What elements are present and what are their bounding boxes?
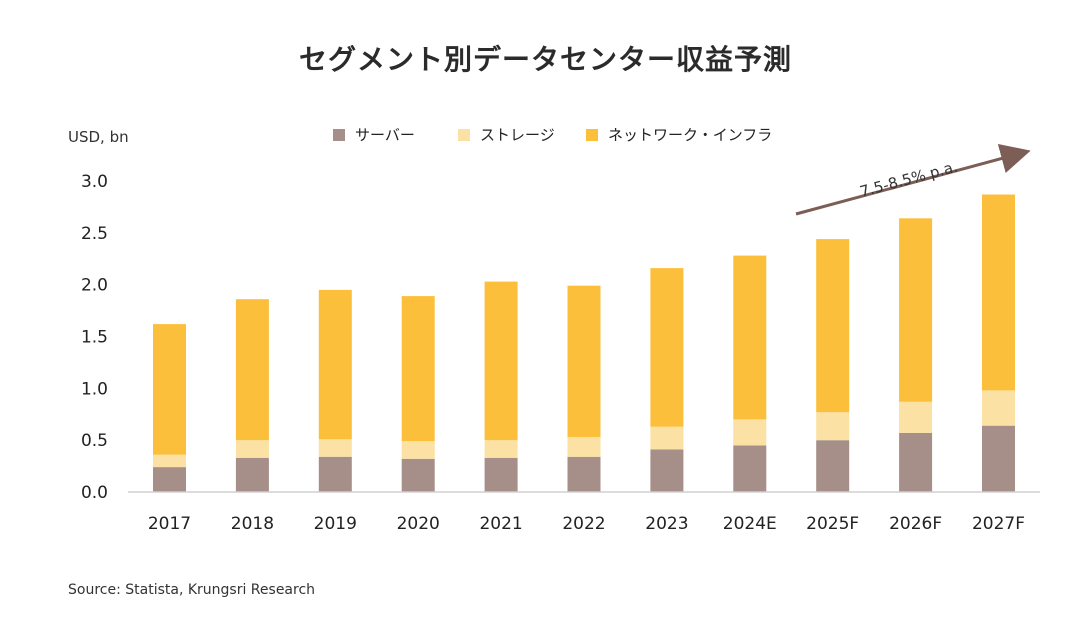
- bar-server-2027F: [982, 425, 1015, 492]
- x-tick-label: 2026F: [889, 514, 942, 534]
- bar-storage-2018: [235, 440, 269, 458]
- bar-storage-2027F: [982, 390, 1015, 426]
- y-tick-label: 0.5: [81, 431, 108, 451]
- bar-network-2024E: [733, 255, 767, 420]
- y-tick-label: 2.0: [81, 276, 108, 296]
- chart-title: セグメント別データセンター収益予測: [298, 43, 792, 76]
- bar-server-2019: [318, 456, 352, 492]
- bar-storage-2021: [484, 440, 518, 458]
- x-tick-label: 2024E: [723, 514, 777, 534]
- bar-network-2025F: [816, 239, 850, 413]
- growth-arrow: [795, 143, 1031, 216]
- bar-storage-2020: [401, 441, 435, 459]
- x-tick-label: 2025F: [806, 514, 859, 534]
- bar-network-2019: [318, 289, 352, 440]
- x-tick-label: 2022: [562, 514, 605, 534]
- legend-item-network: ネットワーク・インフラ: [586, 124, 772, 145]
- legend-swatch-server: [333, 128, 345, 141]
- bar-network-2023: [650, 268, 684, 427]
- x-tick-label: 2020: [397, 514, 440, 534]
- bar-server-2022: [567, 456, 601, 492]
- bar-storage-2017: [153, 454, 186, 468]
- bar-storage-2019: [318, 439, 352, 457]
- bar-network-2026F: [899, 218, 933, 402]
- source-note: Source: Statista, Krungsri Research: [68, 582, 316, 598]
- bar-storage-2023: [650, 426, 684, 450]
- x-tick-label: 2021: [479, 514, 522, 534]
- bar-server-2023: [650, 449, 684, 492]
- bar-network-2022: [567, 285, 601, 438]
- y-tick-label: 1.5: [81, 328, 108, 348]
- legend-label-server: サーバー: [355, 126, 415, 144]
- bar-storage-2025F: [816, 412, 850, 441]
- y-tick-label: 2.5: [81, 224, 108, 244]
- bar-network-2017: [153, 324, 186, 455]
- bar-network-2018: [235, 299, 269, 441]
- growth-annotation: 7.5-8.5% p.a.: [858, 157, 960, 200]
- y-tick-label: 3.0: [81, 172, 108, 192]
- bar-server-2018: [235, 457, 269, 492]
- bar-server-2021: [484, 457, 518, 492]
- x-tick-label: 2023: [645, 514, 688, 534]
- legend-label-network: ネットワーク・インフラ: [608, 126, 773, 144]
- bar-storage-2022: [567, 437, 601, 457]
- legend-item-storage: ストレージ: [458, 124, 555, 145]
- bar-storage-2026F: [899, 401, 933, 433]
- legend-swatch-network: [586, 128, 598, 141]
- legend-label-storage: ストレージ: [480, 126, 555, 144]
- y-axis-unit-label: USD, bn: [68, 128, 129, 146]
- legend: サーバー ストレージ ネットワーク・インフラ: [0, 124, 1091, 146]
- bar-storage-2024E: [733, 419, 767, 446]
- bar-network-2027F: [982, 194, 1015, 391]
- bar-server-2020: [401, 458, 435, 492]
- bar-server-2025F: [816, 440, 850, 492]
- y-tick-label: 0.0: [81, 483, 108, 503]
- x-tick-label: 2027F: [972, 514, 1025, 534]
- bar-server-2017: [153, 467, 186, 492]
- x-tick-label: 2019: [314, 514, 357, 534]
- y-tick-label: 1.0: [81, 379, 108, 399]
- x-tick-label: 2017: [148, 514, 191, 534]
- bar-network-2021: [484, 281, 518, 441]
- bar-server-2026F: [899, 432, 933, 492]
- bar-network-2020: [401, 296, 435, 442]
- bar-server-2024E: [733, 445, 767, 492]
- legend-item-server: サーバー: [333, 124, 415, 145]
- legend-swatch-storage: [458, 128, 470, 141]
- x-tick-label: 2018: [231, 514, 274, 534]
